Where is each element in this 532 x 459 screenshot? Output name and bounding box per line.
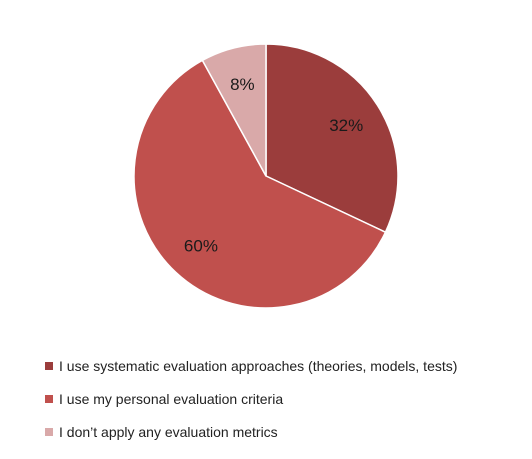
data-label-none: 8% <box>230 75 255 94</box>
data-label-systematic: 32% <box>329 116 363 135</box>
legend-label-personal: I use my personal evaluation criteria <box>59 391 284 407</box>
legend-swatch-systematic <box>45 362 53 370</box>
pie-plot-area: 32% 60% 8% <box>133 43 399 309</box>
legend-swatch-personal <box>45 395 53 403</box>
legend-label-systematic: I use systematic evaluation approaches (… <box>59 358 458 374</box>
pie-slice-none <box>201 43 267 177</box>
data-label-personal: 60% <box>184 236 218 255</box>
legend-item-none: I don’t apply any evaluation metrics <box>45 422 515 442</box>
pie-slice-systematic <box>265 43 399 234</box>
legend-item-personal: I use my personal evaluation criteria <box>45 389 515 409</box>
pie-slice-personal <box>133 59 387 309</box>
legend-item-systematic: I use systematic evaluation approaches (… <box>45 356 515 376</box>
legend-label-none: I don’t apply any evaluation metrics <box>59 424 278 440</box>
legend-swatch-none <box>45 428 53 436</box>
legend: I use systematic evaluation approaches (… <box>45 356 515 455</box>
